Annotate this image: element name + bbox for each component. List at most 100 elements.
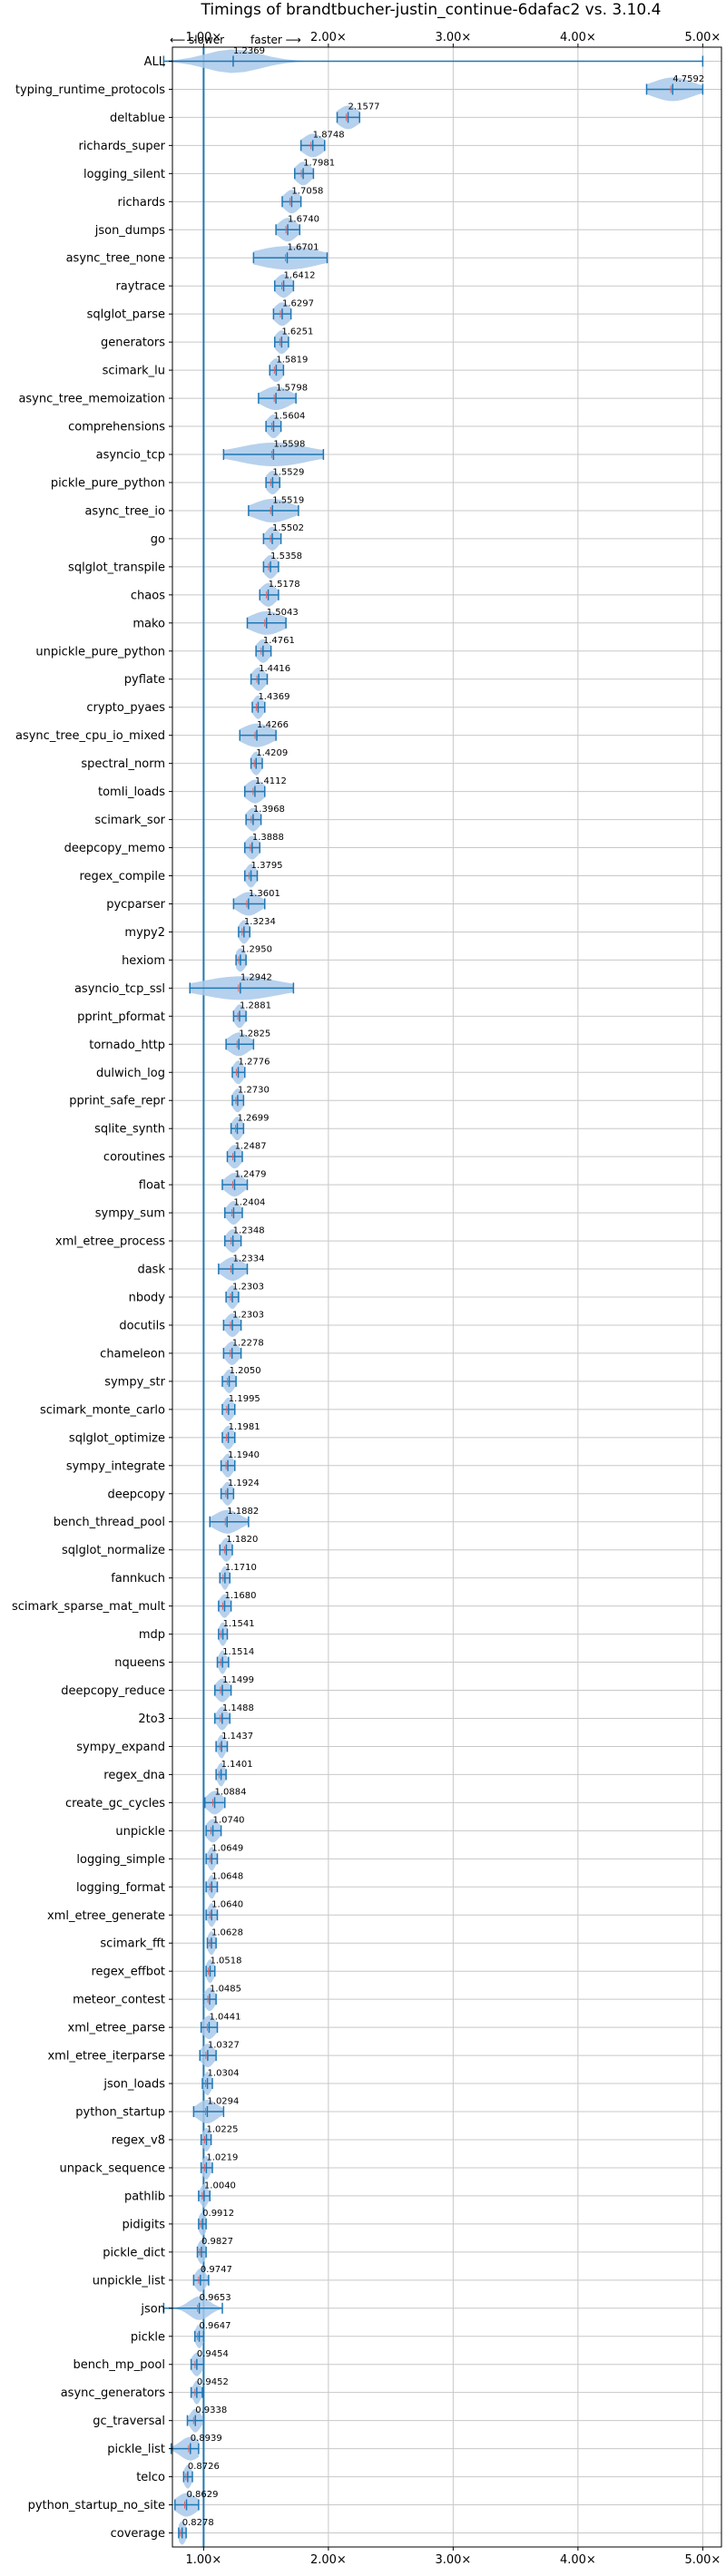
value-label: 0.8726 [188,2462,220,2472]
benchmark-label: sympy_str [104,1375,165,1389]
value-label: 1.3601 [249,889,280,899]
benchmark-label: unpack_sequence [59,2161,165,2175]
benchmark-label: scimark_fft [100,1937,165,1951]
benchmark-label: json_dumps [94,224,165,238]
value-label: 1.2825 [239,1029,270,1039]
value-label: 1.6297 [282,299,314,309]
value-label: 1.2730 [238,1086,270,1096]
benchmark-label: mdp [139,1628,165,1642]
value-label: 1.5358 [270,551,302,561]
benchmark-label: scimark_monte_carlo [40,1403,165,1417]
value-label: 1.2348 [233,1225,265,1235]
value-label: 1.4416 [259,664,290,674]
benchmark-label: hexiom [122,954,165,968]
benchmark-label: dask [137,1264,165,1277]
benchmark-label: async_tree_memoization [18,393,165,406]
benchmark-label: richards [118,196,166,210]
value-label: 1.5604 [273,411,305,421]
benchmark-label: regex_effbot [91,1966,165,1979]
benchmark-label: telco [136,2471,165,2484]
benchmark-label: chaos [131,589,165,602]
value-label: 1.4266 [257,720,289,730]
benchmark-label: deltablue [110,112,165,125]
benchmark-label: pathlib [124,2190,165,2203]
value-label: 1.1514 [222,1647,254,1657]
benchmark-label: crypto_pyaes [86,701,165,715]
benchmark-label: go [151,532,165,546]
benchmark-label: pycparser [106,898,165,912]
value-label: 1.7058 [291,187,323,197]
benchmark-label: xml_etree_generate [47,1909,165,1923]
value-label: 1.2369 [233,46,265,56]
benchmark-label: pyflate [124,673,165,687]
benchmark-label: bench_thread_pool [54,1516,165,1529]
value-label: 1.2881 [240,1001,271,1011]
x-tick-label-top: 5.00× [684,31,721,44]
benchmark-label: richards_super [78,140,165,153]
value-label: 1.1995 [229,1394,260,1404]
value-label: 1.5798 [276,383,308,393]
value-label: 1.2303 [232,1310,264,1320]
value-label: 1.0219 [206,2152,238,2162]
value-label: 1.1499 [222,1675,254,1685]
benchmark-label: pickle_pure_python [51,476,165,490]
benchmark-label: asyncio_tcp_ssl [74,982,165,996]
benchmark-label: sympy_expand [76,1741,165,1754]
value-label: 1.0740 [213,1816,245,1826]
benchmark-label: tornado_http [89,1039,165,1052]
benchmark-label: xml_etree_parse [68,2022,165,2035]
value-label: 1.1680 [224,1591,256,1601]
value-label: 1.4369 [258,692,289,702]
benchmark-label: pickle_dict [103,2246,165,2259]
benchmark-label: gc_traversal [93,2415,165,2428]
value-label: 1.0040 [204,2181,236,2191]
x-tick-label-top: 3.00× [435,31,471,44]
value-label: 0.9827 [201,2237,233,2247]
value-label: 1.1710 [225,1563,257,1573]
value-label: 1.1401 [221,1760,253,1770]
value-label: 1.5043 [267,608,299,618]
benchmark-label: mako [132,617,165,630]
benchmark-labels: ALL typing_runtime_protocols deltablue rich… [12,55,166,2541]
value-label: 1.1541 [223,1619,255,1629]
value-label: 1.1820 [226,1535,258,1545]
benchmark-label: fannkuch [111,1572,165,1586]
value-label: 1.6412 [284,271,316,281]
benchmark-label: chameleon [100,1347,165,1361]
benchmark-label: deepcopy_reduce [61,1684,165,1698]
value-label: 1.5819 [276,355,308,365]
benchmark-label: coroutines [103,1151,165,1165]
value-label: 4.7592 [672,74,704,84]
benchmark-label: pprint_safe_repr [69,1095,165,1108]
x-tick-label-top: 1.00× [185,31,221,44]
value-label: 0.9912 [202,2209,234,2219]
benchmark-label: python_startup [75,2106,165,2120]
benchmark-label: bench_mp_pool [73,2358,165,2372]
benchmark-label: xml_etree_iterparse [47,2050,165,2064]
benchmark-label: async_tree_cpu_io_mixed [15,729,165,743]
value-label: 1.2303 [232,1282,264,1292]
benchmark-label: mypy2 [124,926,165,940]
value-label: 1.5502 [272,523,304,533]
benchmark-label: nbody [129,1292,166,1305]
value-label: 1.3795 [251,861,283,871]
value-label: 1.0649 [211,1844,243,1854]
value-label: 1.6701 [288,243,319,253]
value-label: 0.8278 [182,2518,214,2528]
value-label: 1.8748 [313,131,345,141]
benchmark-label: unpickle_pure_python [35,645,165,659]
value-label: 1.4209 [256,748,288,758]
x-axis-ticks: 1.00× 1.00× 2.00× 2.00× 3.00× 3.00× 4.00× 4.00×… [169,31,721,2567]
value-label: 1.0225 [206,2124,238,2134]
gridlines [172,47,721,2547]
value-label: 1.0640 [211,1900,243,1910]
benchmark-label: sympy_sum [95,1207,165,1221]
x-tick-label-bottom: 3.00× [435,2553,471,2567]
value-label: 1.2050 [230,1366,261,1376]
value-label: 0.9452 [197,2377,229,2387]
value-label: 0.9454 [197,2349,229,2359]
benchmark-label: json_loads [103,2078,165,2092]
benchmark-label: regex_dna [103,1769,165,1782]
value-label: 1.2942 [240,973,272,983]
benchmark-label: raytrace [115,280,165,294]
